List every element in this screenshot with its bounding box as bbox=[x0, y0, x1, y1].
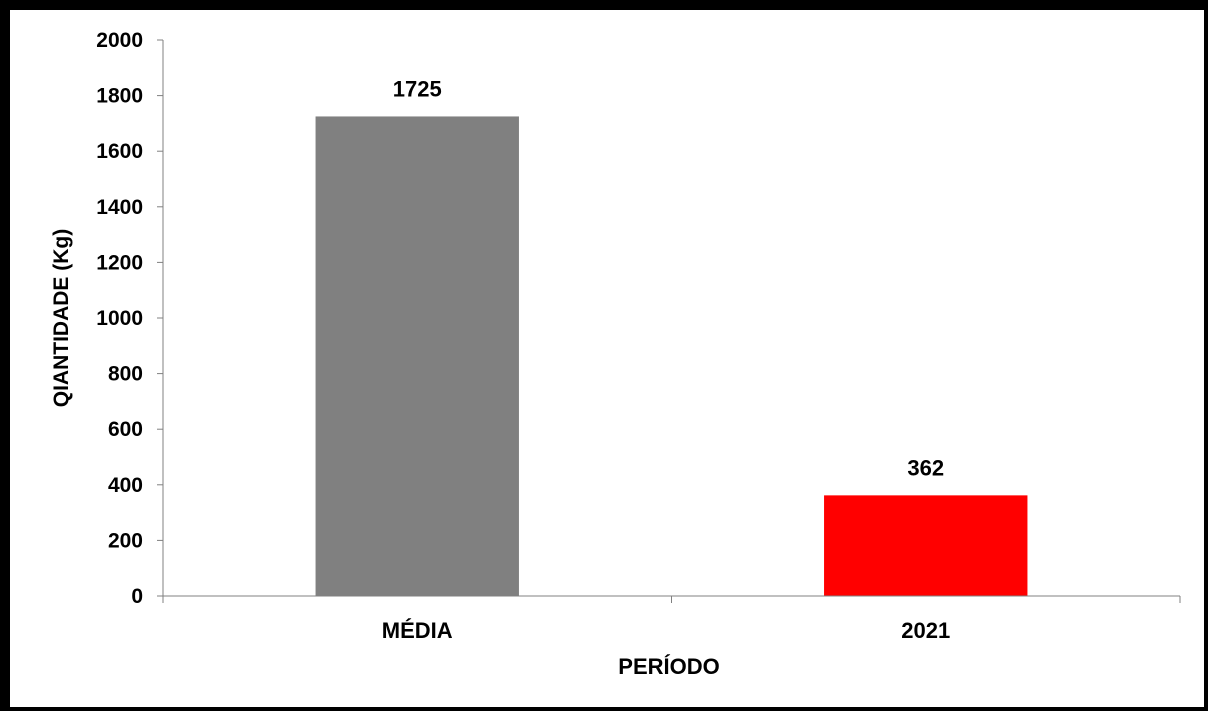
bar-media bbox=[315, 116, 519, 596]
y-tick-label: 0 bbox=[131, 585, 143, 608]
y-tick-label: 600 bbox=[108, 418, 143, 441]
bar-2021 bbox=[824, 495, 1028, 596]
y-tick-label: 1800 bbox=[96, 85, 143, 108]
data-labels: 1725 362 bbox=[393, 76, 944, 480]
bar-value-label: 1725 bbox=[393, 76, 442, 101]
x-tick-label: MÉDIA bbox=[382, 618, 453, 643]
x-axis-title: PERÍODO bbox=[618, 654, 719, 679]
x-tick-label: 2021 bbox=[901, 618, 950, 643]
y-tick-label: 1400 bbox=[96, 196, 143, 219]
bars bbox=[315, 116, 1028, 596]
y-tick-label: 800 bbox=[108, 363, 143, 386]
y-axis-title: QIANTIDADE (Kg) bbox=[50, 229, 73, 407]
y-tick-label: 1600 bbox=[96, 140, 143, 163]
y-tick-label: 200 bbox=[108, 529, 143, 552]
y-tick-label: 2000 bbox=[96, 29, 143, 52]
y-axis-ticks: 0 200 400 600 800 1000 1200 1400 1600 1800 2000 bbox=[96, 29, 163, 608]
bar-value-label: 362 bbox=[907, 455, 944, 480]
y-tick-label: 400 bbox=[108, 474, 143, 497]
y-tick-label: 1200 bbox=[96, 251, 143, 274]
y-tick-label: 1000 bbox=[96, 307, 143, 330]
x-axis-ticks: MÉDIA 2021 bbox=[162, 596, 1181, 643]
